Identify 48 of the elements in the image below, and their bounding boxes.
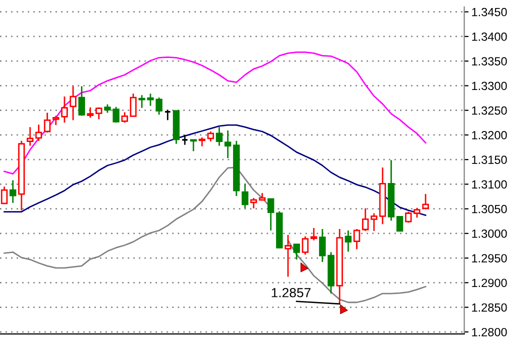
candlestick <box>250 197 257 210</box>
y-tick-label: 1.3100 <box>472 180 507 189</box>
candlestick <box>70 86 76 121</box>
candlestick <box>242 183 248 210</box>
y-tick-label: 1.2950 <box>472 254 507 262</box>
y-tick-label: 1.3450 <box>472 8 507 16</box>
y-tick-label: 1.2800 <box>472 328 507 336</box>
line-series <box>4 124 426 216</box>
candlestick <box>78 86 86 116</box>
candlestick <box>52 115 60 126</box>
candlestick <box>353 228 360 250</box>
y-tick-label: 1.3200 <box>472 130 507 140</box>
candlestick <box>216 126 223 146</box>
candlestick <box>26 126 34 146</box>
candlestick <box>293 244 300 260</box>
annotation: 1.2857 <box>272 288 311 298</box>
candlestick <box>0 186 8 204</box>
candlestick <box>284 234 292 278</box>
candlestick <box>302 236 309 256</box>
candlestick <box>344 230 352 252</box>
y-tick-label: 1.3050 <box>472 204 507 214</box>
candlestick <box>10 180 16 204</box>
y-tick-label: 1.3350 <box>472 57 507 66</box>
y-tick-label: 1.3400 <box>472 32 507 41</box>
candlestick <box>121 112 128 124</box>
candlestick <box>414 207 420 218</box>
y-tick-label: 1.2900 <box>472 278 507 288</box>
y-tick-label: 1.2850 <box>472 303 507 312</box>
y-tick-label: 1.3300 <box>472 82 507 90</box>
candlestick <box>224 130 232 159</box>
y-tick-label: 1.3250 <box>472 106 507 115</box>
candlestick <box>422 193 429 210</box>
candlestick <box>138 94 146 109</box>
candlestick <box>190 139 197 152</box>
candlestick <box>61 96 68 124</box>
candlestick <box>86 106 94 118</box>
candlestick <box>164 109 172 121</box>
candlestick <box>130 92 137 117</box>
y-tick-label: 1.3150 <box>472 156 507 164</box>
candlestick <box>44 112 51 134</box>
candlestick <box>396 216 404 232</box>
candlestick <box>181 134 188 146</box>
line-series <box>4 52 426 175</box>
candlestick <box>267 198 274 232</box>
candlestick <box>207 130 214 142</box>
candlestick <box>35 124 42 142</box>
candlestick <box>310 227 318 242</box>
y-tick-label: 1.3000 <box>472 229 507 238</box>
